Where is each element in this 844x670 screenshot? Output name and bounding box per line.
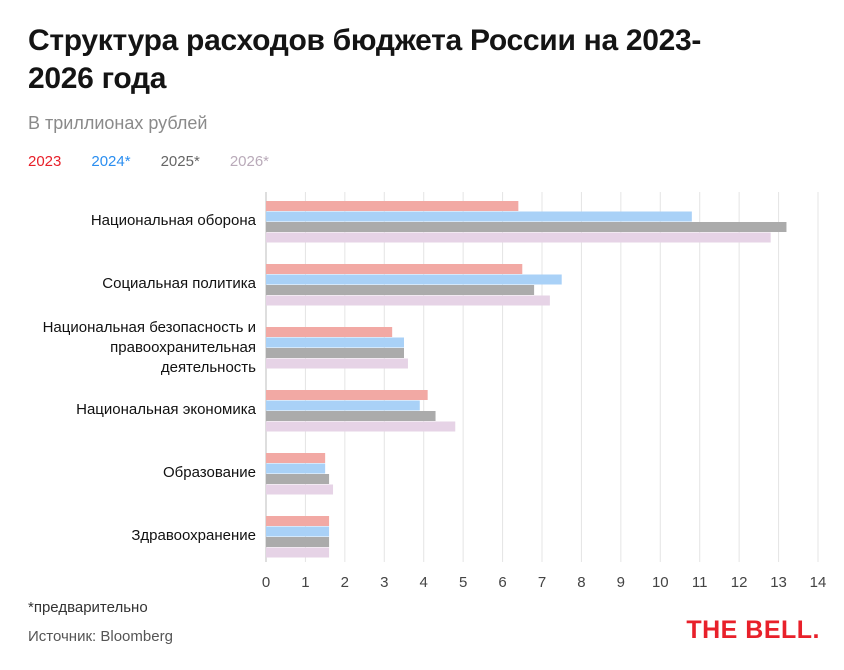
x-tick-label-8: 8 (577, 574, 585, 591)
legend-item-2026: 2026* (229, 153, 270, 170)
bar-2023-cat1 (266, 264, 523, 274)
bar-2024-cat3 (266, 400, 420, 411)
category-label-defense: Национальная оборона (90, 212, 256, 229)
bar-2023-cat3 (266, 390, 428, 400)
x-tick-label-0: 0 (262, 574, 270, 591)
legend-item-2024: 2024* (91, 153, 131, 170)
bar-2026-cat2 (266, 358, 408, 369)
legend-item-2023: 2023 (28, 153, 62, 170)
x-tick-label-5: 5 (459, 574, 467, 591)
x-tick-label-6: 6 (498, 574, 506, 591)
x-tick-label-7: 7 (538, 574, 546, 591)
bar-2025-cat1 (266, 285, 535, 295)
bar-2025-cat2 (266, 348, 404, 358)
category-label-economy: Национальная экономика (76, 401, 256, 418)
x-tick-label-2: 2 (341, 574, 349, 591)
legend-item-2025: 2025* (160, 153, 200, 170)
bar-2026-cat0 (266, 232, 771, 243)
x-tick-label-13: 13 (770, 574, 787, 591)
bar-2025-cat5 (266, 537, 330, 547)
category-label-education: Образование (163, 464, 256, 481)
bar-2024-cat2 (266, 337, 404, 348)
source-note: Источник: Bloomberg (28, 628, 173, 645)
bar-2023-cat2 (266, 327, 393, 337)
chart-title: Структура расходов бюджета России на 202… (28, 24, 702, 95)
legend: 2023 2024* 2025* 2026* (28, 153, 269, 170)
brand-logo: THE BELL. (686, 616, 820, 644)
category-label-social-policy: Социальная политика (102, 275, 256, 292)
chart-subtitle: В триллионах рублей (28, 113, 208, 133)
bar-2024-cat4 (266, 463, 326, 474)
x-tick-label-10: 10 (652, 574, 669, 591)
bar-2024-cat0 (266, 211, 692, 222)
bar-2024-cat1 (266, 274, 562, 285)
bar-2026-cat4 (266, 484, 334, 495)
x-tick-label-14: 14 (810, 574, 827, 591)
x-tick-label-11: 11 (692, 574, 708, 591)
bar-2023-cat4 (266, 453, 326, 463)
bar-2026-cat1 (266, 295, 550, 306)
x-tick-label-3: 3 (380, 574, 388, 591)
bar-2025-cat3 (266, 411, 436, 421)
bar-2025-cat4 (266, 474, 330, 484)
bar-2025-cat0 (266, 222, 787, 232)
category-label-healthcare: Здравоохранение (131, 527, 256, 544)
x-tick-label-4: 4 (420, 574, 428, 591)
x-tick-label-9: 9 (617, 574, 625, 591)
bar-2024-cat5 (266, 526, 330, 537)
x-tick-label-12: 12 (731, 574, 748, 591)
category-label-security: Национальная безопасность и правоохранит… (42, 319, 256, 376)
bar-2026-cat5 (266, 547, 330, 558)
x-tick-label-1: 1 (301, 574, 309, 591)
bar-2023-cat5 (266, 516, 330, 526)
footnote: *предварительно (28, 599, 148, 616)
bar-2026-cat3 (266, 421, 456, 432)
bar-2023-cat0 (266, 201, 519, 211)
